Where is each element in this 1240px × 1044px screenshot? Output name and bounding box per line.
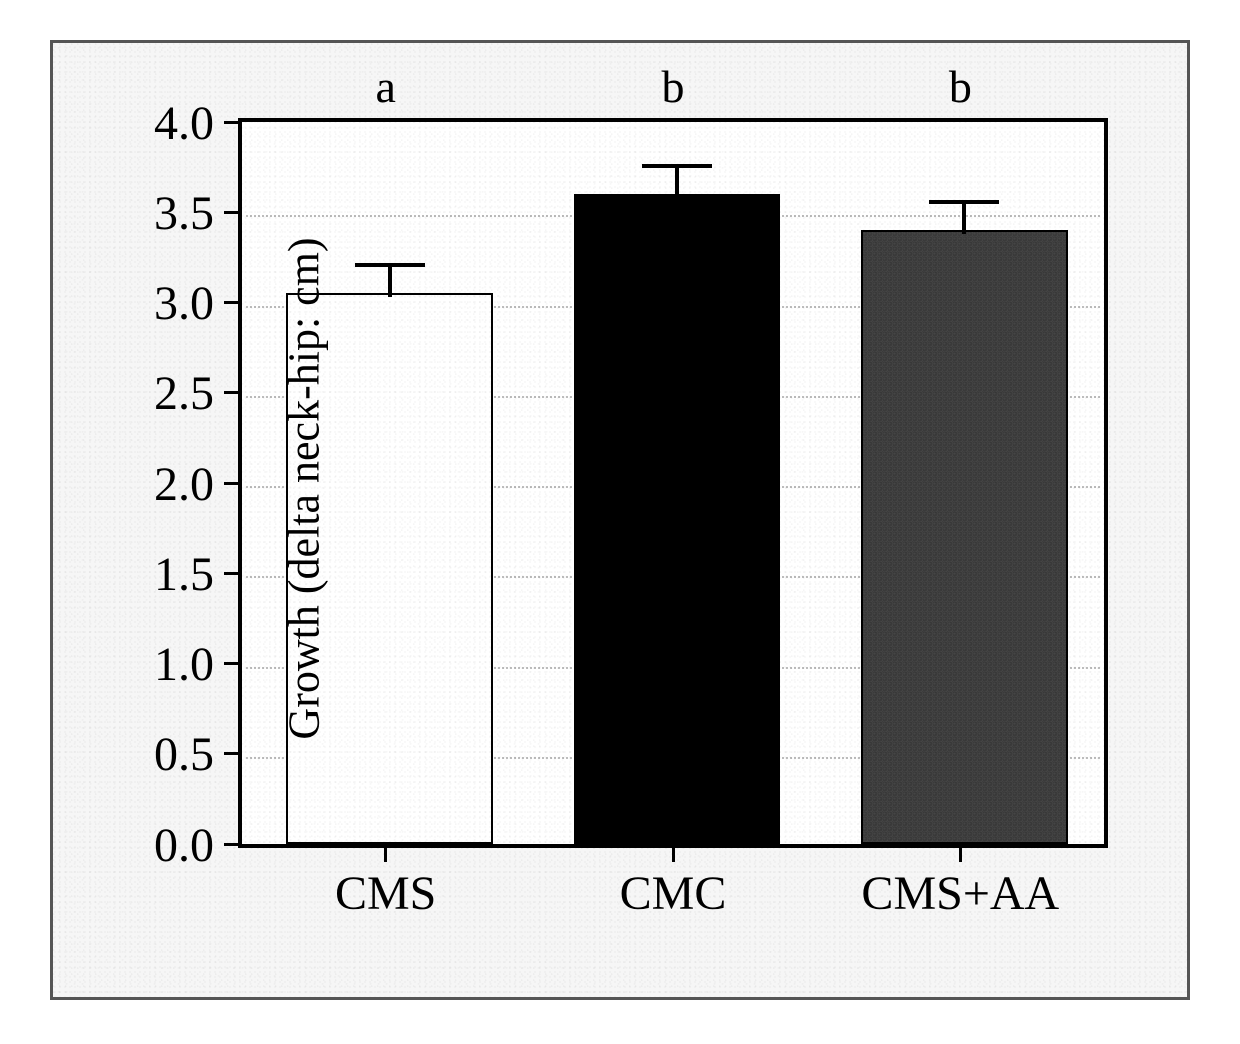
significance-label: b: [529, 60, 816, 113]
x-category-label: CMS+AA: [817, 866, 1104, 921]
error-cap: [355, 263, 425, 267]
y-axis-label: Growth (delta neck-hip: cm): [279, 237, 330, 739]
error-cap: [929, 200, 999, 204]
significance-label: a: [242, 60, 529, 113]
y-tick: [224, 482, 238, 485]
y-tick-label: 0.0: [94, 818, 214, 873]
y-tick: [224, 301, 238, 304]
y-tick-label: 4.0: [94, 96, 214, 151]
bar: [861, 230, 1068, 844]
y-tick-label: 2.0: [94, 457, 214, 512]
y-tick: [224, 843, 238, 846]
x-tick: [384, 848, 387, 862]
error-bar: [962, 202, 966, 234]
plot-area: [238, 118, 1108, 848]
y-tick-label: 0.5: [94, 727, 214, 782]
y-tick: [224, 391, 238, 394]
x-category-label: CMS: [242, 866, 529, 921]
bar: [574, 194, 781, 844]
x-tick: [959, 848, 962, 862]
error-bar: [388, 265, 392, 297]
y-tick-label: 3.5: [94, 186, 214, 241]
chart-panel: Growth (delta neck-hip: cm) 0.0 0.5 1.0 1.5…: [50, 40, 1190, 1000]
y-tick-label: 2.5: [94, 366, 214, 421]
error-bar: [675, 166, 679, 198]
y-tick-label: 1.5: [94, 547, 214, 602]
x-tick: [672, 848, 675, 862]
y-tick-label: 1.0: [94, 637, 214, 692]
chart-container: Growth (delta neck-hip: cm) 0.0 0.5 1.0 1.5…: [0, 0, 1240, 1044]
x-category-label: CMC: [529, 866, 816, 921]
y-tick: [224, 572, 238, 575]
y-tick: [224, 211, 238, 214]
y-tick: [224, 121, 238, 124]
y-tick: [224, 752, 238, 755]
significance-label: b: [817, 60, 1104, 113]
error-cap: [642, 164, 712, 168]
y-tick-label: 3.0: [94, 276, 214, 331]
y-tick: [224, 662, 238, 665]
